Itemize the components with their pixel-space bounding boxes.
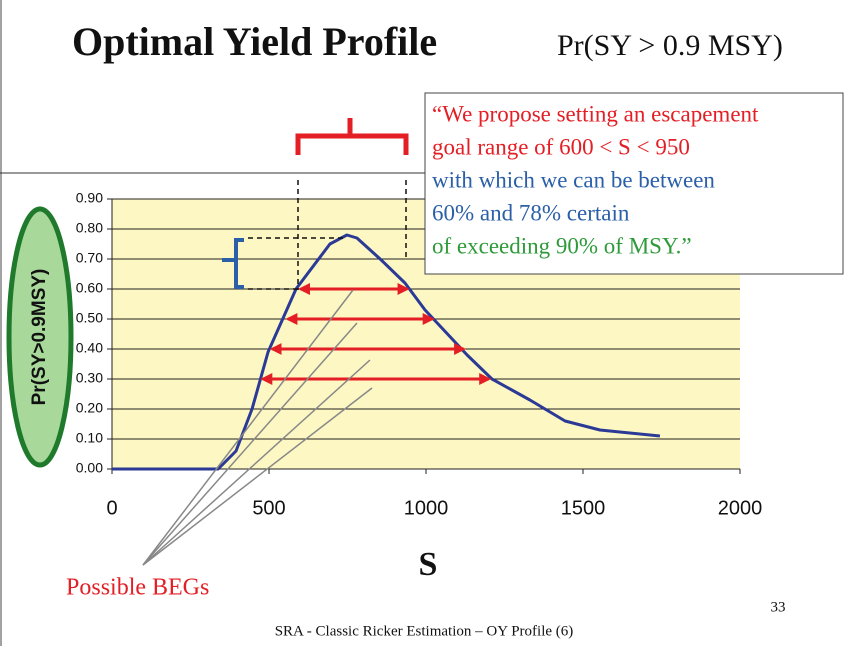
subtitle: Pr(SY > 0.9 MSY): [557, 29, 783, 62]
y-tick-label: 0.00: [76, 460, 103, 476]
y-label-ellipse: [6, 206, 74, 468]
line-series: [112, 233, 661, 471]
beg-line: [142, 359, 371, 566]
quote-line: “We propose setting an escapement: [432, 101, 759, 126]
y-tick-label: 0.70: [76, 250, 103, 266]
y-tick-label: 0.20: [76, 400, 103, 416]
y-tick-label: 0.30: [76, 370, 103, 386]
y-tick-label: 0.60: [76, 280, 103, 296]
y-tick-label: 0.90: [76, 190, 103, 206]
quote: “We propose setting an escapement goal ra…: [432, 101, 759, 258]
title: Optimal Yield Profile: [72, 19, 437, 64]
x-tick-label: 500: [252, 497, 285, 519]
y-tick-label: 0.50: [76, 310, 103, 326]
x-tick-label: 2000: [718, 497, 763, 519]
beg-line: [142, 289, 354, 566]
beg-line: [142, 387, 373, 566]
footer: SRA - Classic Ricker Estimation – OY Pro…: [275, 623, 574, 639]
page-number: 33: [771, 599, 786, 615]
red-bracket: [295, 118, 409, 155]
quote-line: 60% and 78% certain: [432, 200, 630, 225]
x-tick-label: 1000: [404, 497, 449, 519]
x-axis-label: S: [419, 546, 438, 583]
beg-line: [142, 322, 358, 566]
y-tick-label: 0.10: [76, 430, 103, 446]
quote-line: goal range of 600 < S < 950: [432, 134, 690, 159]
y-axis-label: Pr(SY>0.9MSY): [29, 269, 50, 406]
beg-lines: [142, 289, 373, 566]
quote-line: of exceeding 90% of MSY.”: [432, 233, 692, 258]
x-tick-label: 0: [106, 497, 117, 519]
y-tick-label: 0.40: [76, 340, 103, 356]
blue-bracket: [222, 238, 244, 289]
annotation: Possible BEGs: [66, 575, 209, 601]
x-tick-label: 1500: [561, 497, 606, 519]
y-tick-label: 0.80: [76, 220, 103, 236]
quote-line: with which we can be between: [432, 167, 715, 192]
quote-box: [424, 92, 844, 275]
